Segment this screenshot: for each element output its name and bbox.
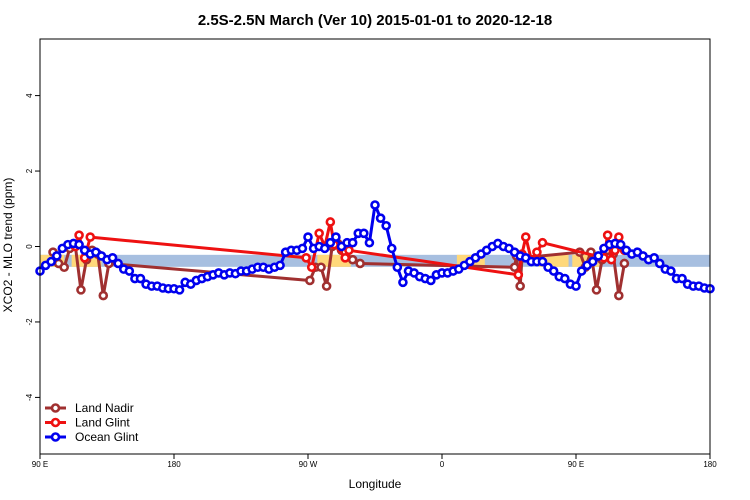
x-axis-label: Longitude (349, 477, 402, 491)
data-point (306, 262, 317, 273)
data-point (381, 220, 391, 231)
data-point (316, 262, 326, 273)
data-point (593, 251, 604, 261)
data-point (325, 217, 336, 227)
x-tick-label: 180 (167, 460, 181, 469)
data-point (677, 273, 687, 284)
data-point (51, 251, 62, 261)
data-point (614, 290, 624, 301)
data-point (375, 213, 386, 224)
data-point (301, 253, 311, 263)
data-point (509, 262, 520, 273)
data-point (532, 247, 542, 257)
data-point (74, 230, 84, 240)
chart-title: 2.5S-2.5N March (Ver 10) 2015-01-01 to 2… (198, 12, 552, 29)
data-point (560, 273, 570, 284)
data-point (602, 230, 613, 240)
data-point (355, 258, 365, 269)
data-point (537, 237, 548, 248)
x-tick-label: 90 E (32, 460, 48, 469)
data-point (344, 245, 354, 256)
data-point (135, 273, 146, 284)
data-point (347, 237, 358, 248)
data-point (398, 277, 408, 288)
data-point (370, 200, 380, 210)
data-point (319, 243, 330, 254)
data-point (666, 266, 676, 276)
data-point (124, 266, 135, 276)
y-tick-label: -4 (25, 393, 34, 401)
data-point (113, 258, 123, 269)
data-point (305, 275, 315, 286)
y-tick-label: 2 (25, 168, 34, 173)
y-tick-label: 0 (25, 244, 34, 249)
y-tick-label: 4 (25, 93, 34, 98)
legend-label: Land Nadir (75, 401, 134, 415)
data-point (515, 281, 525, 291)
data-point (392, 262, 403, 273)
data-point (46, 256, 56, 267)
data-point (340, 253, 351, 263)
x-tick-label: 0 (440, 460, 445, 469)
axes: 90 E 180 90 W 0 90 E 180 -4 -2 0 2 4 (25, 93, 717, 469)
y-axis-label: XCO2 - MLO trend (ppm) (1, 178, 15, 313)
data-point (74, 239, 84, 250)
data-point (275, 260, 285, 271)
data-point (591, 285, 602, 295)
data-point (654, 258, 665, 269)
legend-label: Ocean Glint (75, 430, 139, 444)
data-point (331, 232, 341, 242)
data-point (606, 254, 617, 265)
x-tick-label: 180 (703, 460, 717, 469)
data-point (364, 237, 375, 248)
legend-marker (50, 417, 61, 428)
series-layer (35, 200, 715, 301)
data-point (347, 254, 358, 265)
data-point (314, 228, 324, 239)
data-point (359, 228, 369, 239)
data-point (537, 256, 548, 267)
legend-label: Land Glint (75, 416, 130, 430)
data-point (297, 243, 308, 254)
data-point (520, 232, 531, 242)
y-tick-label: -2 (25, 318, 34, 326)
data-point (513, 269, 524, 280)
x-tick-label: 90 W (299, 460, 318, 469)
data-point (107, 253, 118, 263)
data-point (571, 281, 581, 291)
legend-marker (50, 403, 61, 413)
data-point (59, 262, 69, 273)
data-point (426, 275, 436, 286)
x-tick-label: 90 E (568, 460, 584, 469)
data-point (85, 232, 96, 242)
data-point (303, 232, 313, 242)
data-point (576, 266, 587, 276)
data-point (619, 258, 630, 269)
legend-marker (50, 432, 61, 442)
data-point (615, 239, 626, 250)
data-point (321, 281, 332, 291)
data-point (98, 290, 109, 301)
data-point (76, 285, 86, 295)
data-point (548, 266, 559, 276)
data-point (325, 237, 336, 248)
series-ocean-glint (35, 200, 715, 295)
data-point (649, 253, 659, 263)
data-point (174, 285, 185, 295)
data-point (386, 243, 397, 254)
data-point (587, 256, 598, 267)
